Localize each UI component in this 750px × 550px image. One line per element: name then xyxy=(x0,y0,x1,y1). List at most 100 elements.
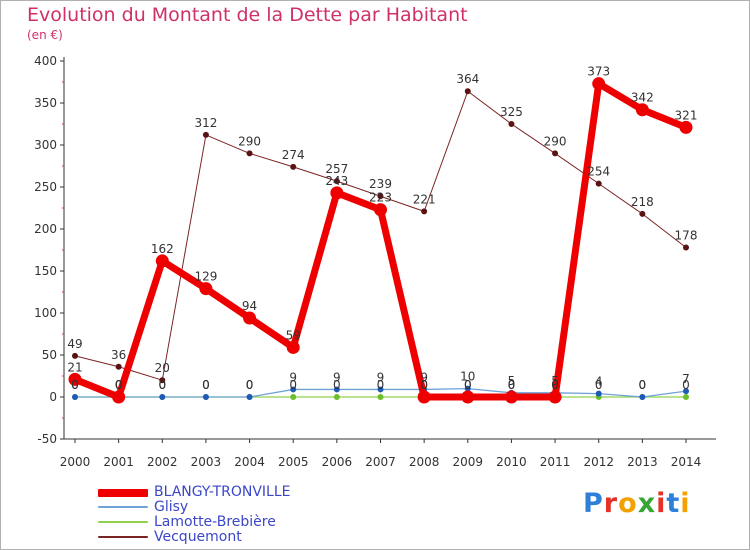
data-label: 0 xyxy=(202,378,210,392)
data-label: 9 xyxy=(333,370,341,384)
data-label: 0 xyxy=(71,378,79,392)
data-label: 0 xyxy=(595,378,603,392)
data-label: 178 xyxy=(675,228,698,242)
x-tick-label: 2013 xyxy=(627,455,658,469)
data-point xyxy=(202,131,209,138)
x-tick-label: 2003 xyxy=(191,455,222,469)
x-tick-label: 2008 xyxy=(409,455,440,469)
data-point xyxy=(72,352,78,359)
series-line-blangy-tronville xyxy=(71,80,690,401)
y-tick-label: 250 xyxy=(34,180,57,194)
data-point xyxy=(464,88,471,95)
data-point xyxy=(199,282,213,296)
data-point xyxy=(635,103,649,117)
y-tick-label: 350 xyxy=(34,96,57,110)
data-label: 0 xyxy=(246,378,254,392)
x-tick-label: 2006 xyxy=(322,455,353,469)
data-point xyxy=(333,394,340,400)
data-point xyxy=(290,386,297,393)
data-label: 218 xyxy=(631,195,654,209)
legend-swatch xyxy=(98,536,148,538)
data-label: 0 xyxy=(71,378,79,392)
data-point xyxy=(374,203,387,217)
logo-letter: i xyxy=(680,488,691,519)
data-label: 0 xyxy=(420,378,428,392)
x-tick-label: 2001 xyxy=(103,455,134,469)
data-label: 59 xyxy=(286,328,301,342)
data-label: 7 xyxy=(682,372,690,386)
x-tick-label: 2010 xyxy=(496,455,527,469)
data-label: 0 xyxy=(420,378,428,392)
data-label: 0 xyxy=(464,378,472,392)
data-point xyxy=(202,394,209,400)
data-label: 274 xyxy=(282,148,305,162)
data-label: 9 xyxy=(420,370,428,384)
x-tick-label: 2002 xyxy=(147,455,178,469)
legend-label: Glisy xyxy=(154,499,189,515)
data-label: 0 xyxy=(508,378,516,392)
data-point xyxy=(115,363,122,370)
data-point xyxy=(592,77,606,91)
data-point xyxy=(508,121,515,127)
logo-letter: x xyxy=(637,488,657,519)
data-label: 239 xyxy=(369,177,392,191)
data-label: 0 xyxy=(551,378,559,392)
data-label: 0 xyxy=(202,378,210,392)
data-label: 0 xyxy=(333,378,341,392)
data-label: 21 xyxy=(67,360,82,374)
x-tick-label: 2014 xyxy=(671,455,702,469)
data-label: 0 xyxy=(115,378,123,392)
data-label: 5 xyxy=(551,374,559,388)
data-point xyxy=(68,372,82,386)
data-label: 4 xyxy=(595,375,603,389)
proxiti-logo: Proxiti xyxy=(583,488,691,519)
data-point xyxy=(595,180,602,187)
data-label: 0 xyxy=(158,378,166,392)
y-tick-label: 0 xyxy=(49,390,57,404)
data-label: 0 xyxy=(464,378,472,392)
data-label: 0 xyxy=(639,378,647,392)
legend-swatch xyxy=(98,521,148,523)
data-point xyxy=(377,193,384,200)
data-point xyxy=(679,120,693,134)
data-point xyxy=(377,394,384,400)
legend-swatch xyxy=(98,489,148,497)
x-tick-label: 2007 xyxy=(365,455,396,469)
logo-letter: i xyxy=(656,488,667,519)
data-label: 129 xyxy=(194,270,217,284)
data-label: 373 xyxy=(587,65,610,79)
x-tick-label: 2009 xyxy=(453,455,484,469)
y-tick-label: 300 xyxy=(34,138,57,152)
data-point xyxy=(246,394,253,400)
data-label: 0 xyxy=(508,378,516,392)
data-label: 0 xyxy=(639,378,647,392)
x-tick-label: 2011 xyxy=(540,455,571,469)
data-point xyxy=(330,186,344,200)
data-label: 342 xyxy=(631,91,654,105)
data-label: 321 xyxy=(675,108,698,122)
data-label: 0 xyxy=(115,378,123,392)
legend-label: BLANGY-TRONVILLE xyxy=(154,484,291,500)
data-label: 0 xyxy=(551,378,559,392)
data-label: 243 xyxy=(325,174,348,188)
data-label: 0 xyxy=(158,378,166,392)
data-label: 290 xyxy=(544,134,567,148)
data-label: 364 xyxy=(456,72,479,86)
x-tick-label: 2004 xyxy=(234,455,265,469)
data-point xyxy=(333,386,340,393)
legend-swatch xyxy=(98,506,148,508)
data-point xyxy=(464,385,471,392)
data-point xyxy=(683,388,689,395)
data-point xyxy=(639,394,646,400)
data-point xyxy=(159,394,166,400)
data-point xyxy=(333,178,340,185)
y-tick-label: 400 xyxy=(34,54,57,68)
chart-unit-label: (en €) xyxy=(27,28,63,42)
data-point xyxy=(548,390,562,404)
data-point xyxy=(417,390,431,404)
y-tick-label: 100 xyxy=(34,306,57,320)
data-label: 9 xyxy=(289,370,297,384)
data-point xyxy=(112,390,126,404)
